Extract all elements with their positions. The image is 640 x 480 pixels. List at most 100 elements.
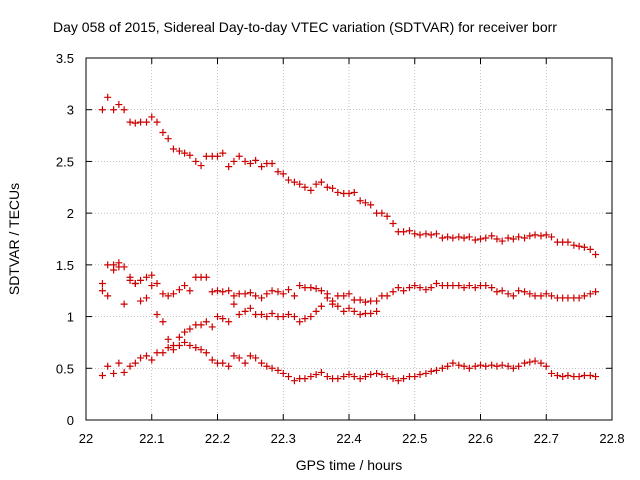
data-point [252, 292, 260, 300]
y-tick-label: 2 [67, 206, 74, 221]
data-point [356, 197, 364, 205]
data-point [164, 335, 172, 343]
data-point [279, 313, 287, 321]
data-point [153, 118, 161, 126]
y-tick-label: 1 [67, 310, 74, 325]
data-point [290, 292, 298, 300]
y-tick-label: 0.5 [56, 361, 74, 376]
data-point [449, 234, 457, 242]
data-point [498, 237, 506, 245]
x-tick-label: 22.8 [599, 431, 624, 446]
data-point [350, 296, 358, 304]
data-point [482, 282, 490, 290]
data-point [422, 369, 430, 377]
data-point [411, 230, 419, 238]
data-point [153, 279, 161, 287]
data-point [137, 118, 145, 126]
data-point [192, 157, 200, 165]
data-point [323, 294, 331, 302]
data-point [148, 356, 156, 364]
data-point [169, 145, 177, 153]
x-tick-label: 22.1 [139, 431, 164, 446]
data-point [586, 290, 594, 298]
data-point [208, 288, 216, 296]
data-point [531, 231, 539, 239]
data-point [268, 159, 276, 167]
y-tick-label: 3.5 [56, 51, 74, 66]
data-point [383, 373, 391, 381]
data-point [186, 151, 194, 159]
data-point [488, 361, 496, 369]
data-point [389, 219, 397, 227]
data-point [115, 263, 123, 271]
data-point [268, 364, 276, 372]
data-point [559, 373, 567, 381]
data-point [553, 372, 561, 380]
data-point [334, 302, 342, 310]
data-point [356, 311, 364, 319]
data-point [509, 292, 517, 300]
data-point [252, 311, 260, 319]
data-point [340, 373, 348, 381]
data-point [274, 366, 282, 374]
data-point [498, 287, 506, 295]
data-point [465, 364, 473, 372]
data-point [526, 358, 534, 366]
data-point [225, 163, 233, 171]
data-point [367, 201, 375, 209]
data-point [307, 284, 315, 292]
data-point [301, 284, 309, 292]
data-point [285, 176, 293, 184]
data-point [548, 292, 556, 300]
data-point [169, 290, 177, 298]
data-point [230, 157, 238, 165]
data-point [575, 294, 583, 302]
data-point [548, 369, 556, 377]
data-point [356, 375, 364, 383]
data-point [252, 354, 260, 362]
data-point [197, 346, 205, 354]
data-point [214, 287, 221, 295]
data-point [258, 359, 266, 367]
x-tick-label: 22.6 [468, 431, 493, 446]
data-point [98, 372, 106, 380]
data-point [175, 342, 183, 350]
data-point [394, 284, 402, 292]
data-point [367, 370, 375, 378]
data-point [241, 359, 249, 367]
data-point [219, 315, 227, 323]
data-point [542, 290, 550, 298]
x-tick-label: 22.5 [402, 431, 427, 446]
data-point [142, 273, 150, 281]
data-point [279, 290, 287, 298]
data-point [504, 362, 512, 370]
data-point [329, 184, 337, 192]
data-point [186, 325, 194, 333]
data-point [307, 373, 315, 381]
data-point [416, 370, 424, 378]
data-point [175, 333, 183, 341]
data-point [427, 367, 435, 375]
data-point [449, 282, 457, 290]
data-point [120, 300, 128, 308]
x-tick-label: 22.4 [336, 431, 361, 446]
data-point [115, 101, 123, 109]
data-point [509, 364, 517, 372]
data-point [115, 359, 123, 367]
data-point [378, 370, 386, 378]
data-point [438, 364, 446, 372]
data-point [334, 292, 342, 300]
data-point [373, 297, 381, 305]
data-point [307, 313, 315, 321]
data-point [208, 356, 216, 364]
data-point [465, 233, 473, 241]
data-point [312, 370, 320, 378]
data-point [416, 284, 424, 292]
data-point [482, 362, 490, 370]
series-lower-middle [98, 263, 381, 350]
data-point [98, 279, 106, 287]
data-point [197, 321, 205, 329]
data-point [526, 290, 534, 298]
data-point [104, 93, 112, 101]
